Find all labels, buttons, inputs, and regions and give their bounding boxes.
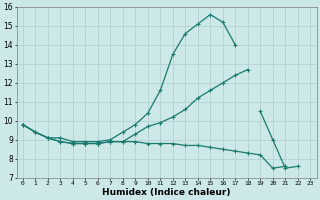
- X-axis label: Humidex (Indice chaleur): Humidex (Indice chaleur): [102, 188, 231, 197]
